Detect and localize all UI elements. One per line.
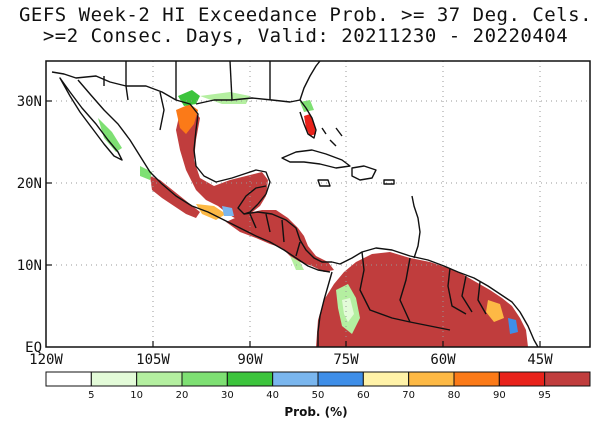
prob-area-south-america — [316, 252, 528, 347]
lon-tick-60w: 60W — [430, 352, 456, 368]
colorbar-label: 70 — [402, 390, 415, 401]
map-frame — [45, 60, 591, 348]
colorbar-label: 95 — [538, 390, 551, 401]
colorbar-swatch — [226, 371, 274, 387]
prob-area-mexico-west — [150, 176, 200, 218]
fringe-baja-green — [98, 118, 122, 152]
colorbar-swatch — [544, 371, 591, 387]
colorbar-label: 50 — [312, 390, 325, 401]
prob-area-florida — [304, 114, 316, 136]
colorbar-title: Prob. (%) — [284, 405, 347, 419]
lon-tick-90w: 90W — [237, 352, 263, 368]
fringe-brazil-blue — [508, 318, 518, 334]
fringe-mex-west-green — [140, 166, 152, 180]
probability-fringe — [98, 90, 518, 334]
colorbar-label: 90 — [493, 390, 506, 401]
lon-tick-120w: 120W — [29, 352, 63, 368]
colorbar-swatch — [362, 371, 410, 387]
lat-tick-eq: EQ — [25, 340, 42, 356]
fringe-ca-lightgreen — [290, 256, 304, 270]
prob-area-texas — [176, 104, 198, 134]
map-title-line2: >=2 Consec. Days, Valid: 20211230 - 2022… — [42, 25, 569, 47]
colorbar-label: 20 — [176, 390, 189, 401]
colorbar-label: 30 — [221, 390, 234, 401]
map-title-line1: GEFS Week-2 HI Exceedance Prob. >= 37 De… — [18, 4, 593, 26]
colorbar-swatch — [317, 371, 364, 387]
lat-tick-30n: 30N — [17, 94, 42, 110]
fringe-florida-green — [300, 100, 314, 112]
fringe-colombia-white — [342, 298, 354, 322]
fringe-mex-south-yellow — [196, 204, 226, 220]
lon-tick-105w: 105W — [136, 352, 170, 368]
coastlines — [51, 61, 539, 347]
fringe-ca-blue — [222, 206, 234, 216]
colorbar-swatch — [90, 371, 138, 387]
colorbar-swatch — [136, 371, 183, 387]
colorbar-swatch — [408, 371, 455, 387]
colorbar-label: 10 — [130, 390, 143, 401]
prob-area-mexico-east — [176, 108, 268, 220]
colorbar-label: 60 — [357, 390, 370, 401]
colorbar-swatch — [181, 371, 228, 387]
lon-tick-75w: 75W — [333, 352, 359, 368]
lon-tick-45w: 45W — [527, 352, 553, 368]
colorbar-label: 40 — [266, 390, 279, 401]
colorbar-swatch — [45, 371, 92, 387]
fringe-brazil-yellow — [486, 300, 504, 322]
colorbar-swatch — [498, 371, 546, 387]
probability-fill — [150, 104, 528, 347]
colorbar-label: 80 — [448, 390, 461, 401]
fringe-gulf-lightgreen — [200, 92, 250, 104]
colorbar-swatch — [453, 371, 500, 387]
lat-tick-10n: 10N — [17, 258, 42, 274]
colorbar-swatch — [272, 371, 319, 387]
graticule — [46, 61, 590, 347]
colorbar-label: 5 — [88, 390, 94, 401]
axis-ticks — [46, 100, 541, 347]
lat-tick-20n: 20N — [17, 176, 42, 192]
prob-area-central-america — [226, 210, 334, 272]
colorbar: 5 10 20 30 40 50 60 70 80 90 95 — [45, 371, 591, 401]
